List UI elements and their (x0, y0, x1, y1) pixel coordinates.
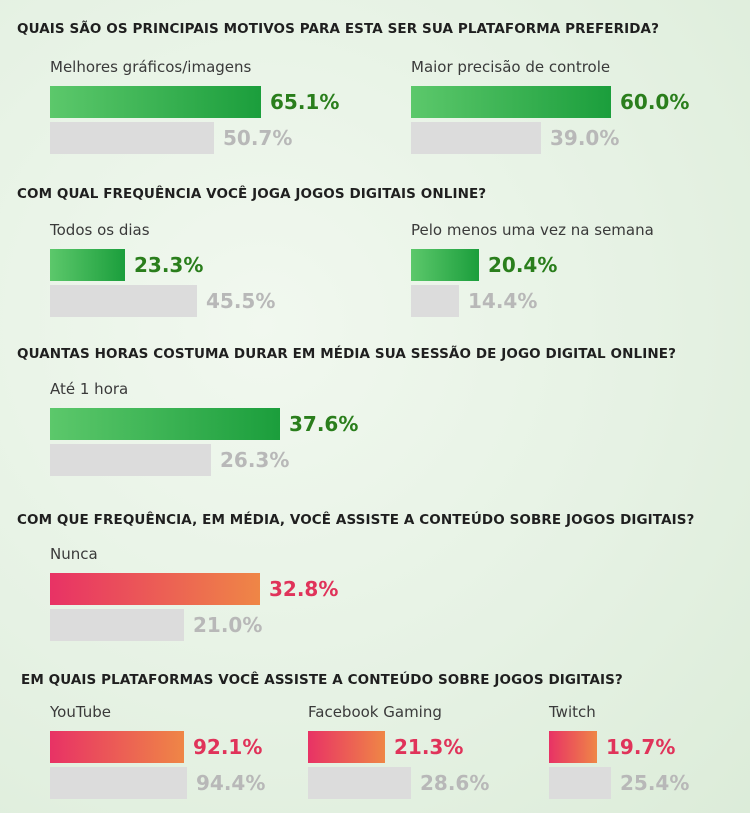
answer-item: Facebook Gaming 21.3% 28.6% (308, 703, 638, 803)
comparison-value: 94.4% (196, 771, 266, 795)
comparison-bar (50, 767, 187, 799)
highlight-bar (50, 731, 184, 763)
answer-item: Nunca 32.8% 21.0% (50, 545, 380, 645)
highlight-value: 37.6% (289, 412, 359, 436)
answer-label: Melhores gráficos/imagens (50, 58, 252, 76)
highlight-bar (411, 86, 611, 118)
comparison-value: 26.3% (220, 448, 290, 472)
answer-item: Todos os dias 23.3% 45.5% (50, 221, 380, 321)
question-title: QUAIS SÃO OS PRINCIPAIS MOTIVOS PARA EST… (17, 21, 660, 37)
highlight-bar (50, 408, 280, 440)
question-title: COM QUAL FREQUÊNCIA VOCÊ JOGA JOGOS DIGI… (17, 186, 487, 202)
comparison-bar (50, 609, 184, 641)
highlight-value: 60.0% (620, 90, 690, 114)
highlight-value: 21.3% (394, 735, 464, 759)
comparison-bar (411, 122, 541, 154)
comparison-value: 21.0% (193, 613, 263, 637)
answer-item: Pelo menos uma vez na semana 20.4% 14.4% (411, 221, 741, 321)
highlight-value: 32.8% (269, 577, 339, 601)
highlight-bar (50, 86, 261, 118)
highlight-value: 23.3% (134, 253, 204, 277)
highlight-value: 92.1% (193, 735, 263, 759)
comparison-value: 28.6% (420, 771, 490, 795)
comparison-bar (308, 767, 411, 799)
answer-label: Pelo menos uma vez na semana (411, 221, 654, 239)
comparison-value: 39.0% (550, 126, 620, 150)
highlight-bar (308, 731, 385, 763)
comparison-value: 14.4% (468, 289, 538, 313)
highlight-value: 19.7% (606, 735, 676, 759)
comparison-bar (50, 122, 214, 154)
comparison-bar (549, 767, 611, 799)
answer-item: Até 1 hora 37.6% 26.3% (50, 380, 380, 480)
question-title: COM QUE FREQUÊNCIA, EM MÉDIA, VOCÊ ASSIS… (17, 512, 695, 528)
comparison-bar (411, 285, 459, 317)
highlight-bar (50, 249, 125, 281)
answer-label: Até 1 hora (50, 380, 129, 398)
answer-item: Melhores gráficos/imagens 65.1% 50.7% (50, 58, 380, 158)
answer-item: YouTube 92.1% 94.4% (50, 703, 380, 803)
answer-item: Maior precisão de controle 60.0% 39.0% (411, 58, 741, 158)
answer-item: Twitch 19.7% 25.4% (549, 703, 750, 803)
answer-label: Twitch (549, 703, 596, 721)
comparison-value: 45.5% (206, 289, 276, 313)
question-title: QUANTAS HORAS COSTUMA DURAR EM MÉDIA SUA… (17, 346, 677, 362)
comparison-value: 50.7% (223, 126, 293, 150)
highlight-bar (50, 573, 260, 605)
comparison-bar (50, 444, 211, 476)
comparison-bar (50, 285, 197, 317)
comparison-value: 25.4% (620, 771, 690, 795)
answer-label: Todos os dias (50, 221, 150, 239)
highlight-value: 20.4% (488, 253, 558, 277)
answer-label: Nunca (50, 545, 98, 563)
answer-label: YouTube (50, 703, 111, 721)
highlight-value: 65.1% (270, 90, 340, 114)
highlight-bar (549, 731, 597, 763)
answer-label: Facebook Gaming (308, 703, 442, 721)
question-title: EM QUAIS PLATAFORMAS VOCÊ ASSISTE A CONT… (21, 672, 623, 688)
highlight-bar (411, 249, 479, 281)
answer-label: Maior precisão de controle (411, 58, 611, 76)
